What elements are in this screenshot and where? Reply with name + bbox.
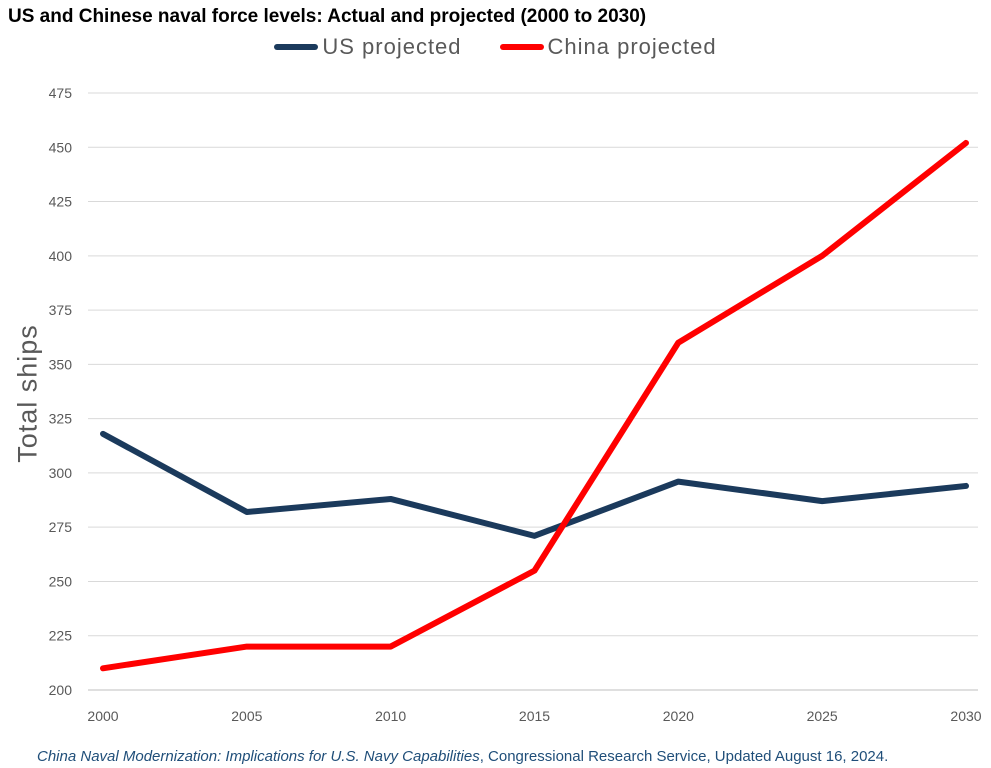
x-tick-label: 2015 [519, 708, 550, 724]
legend-label-us: US projected [322, 34, 462, 59]
y-tick-label: 425 [49, 194, 73, 210]
series-line-us [100, 430, 969, 539]
x-tick-label: 2010 [375, 708, 406, 724]
y-tick-label: 250 [49, 573, 73, 589]
x-tick-label: 2000 [87, 708, 118, 724]
x-tick-label: 2025 [807, 708, 838, 724]
y-tick-label: 450 [49, 139, 73, 155]
x-tick-label: 2005 [231, 708, 262, 724]
y-tick-label: 225 [49, 628, 73, 644]
source-rest: , Congressional Research Service, Update… [479, 748, 889, 765]
y-tick-label: 300 [49, 465, 73, 481]
y-tick-label: 325 [49, 411, 73, 427]
y-tick-label: 375 [49, 302, 73, 318]
legend-item-us: US projected [274, 34, 461, 60]
y-tick-label: 475 [49, 85, 73, 101]
legend-swatch-china [499, 44, 544, 50]
y-tick-label: 400 [49, 248, 73, 264]
legend-label-china: China projected [547, 34, 717, 59]
x-tick-label: 2030 [950, 708, 981, 724]
y-tick-label: 200 [49, 682, 73, 698]
chart-title: US and Chinese naval force levels: Actua… [8, 6, 647, 27]
legend: US projected China projected [0, 34, 991, 60]
source-note: China Naval Modernization: Implications … [37, 748, 888, 765]
x-tick-label: 2020 [663, 708, 694, 724]
y-tick-label: 350 [49, 356, 73, 372]
source-title: China Naval Modernization: Implications … [37, 748, 480, 765]
legend-swatch-us [274, 44, 319, 50]
y-tick-label: 275 [49, 519, 73, 535]
legend-item-china: China projected [499, 34, 717, 60]
series-line-china [100, 139, 969, 672]
